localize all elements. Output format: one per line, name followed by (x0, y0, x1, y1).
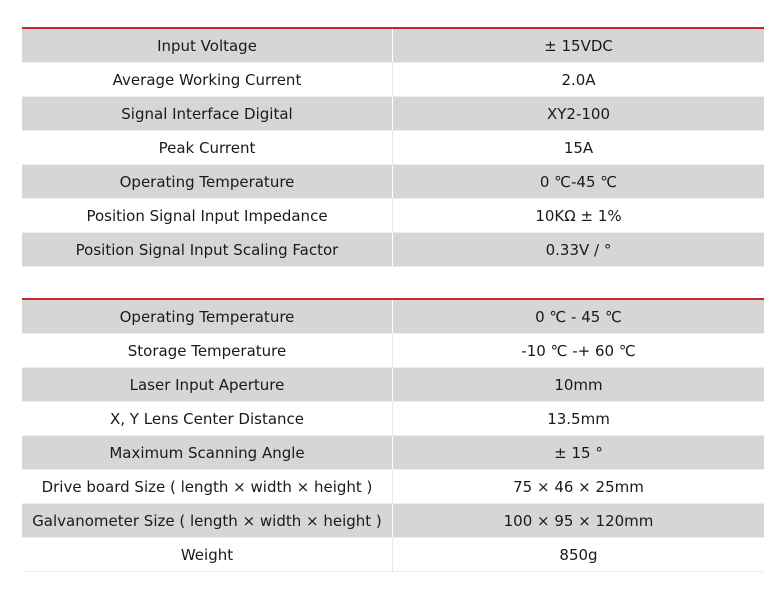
table-row: Laser Input Aperture 10mm (22, 367, 764, 402)
spec-label: Peak Current (22, 130, 393, 165)
table-row: Input Voltage ± 15VDC (22, 28, 764, 63)
spec-label: Weight (22, 537, 393, 572)
table-row: Average Working Current 2.0A (22, 62, 764, 97)
spec-value: 850g (392, 537, 764, 572)
table-row: Operating Temperature 0 ℃ - 45 ℃ (22, 299, 764, 334)
table-row: Weight 850g (22, 537, 764, 572)
spec-label: Laser Input Aperture (22, 367, 393, 402)
spec-value: ± 15VDC (392, 28, 764, 63)
spec-value: 0 ℃ - 45 ℃ (392, 299, 764, 334)
table-row: Signal Interface Digital XY2-100 (22, 96, 764, 131)
table-row: Storage Temperature -10 ℃ -+ 60 ℃ (22, 333, 764, 368)
spec-label: Signal Interface Digital (22, 96, 393, 131)
spec-value: ± 15 ° (392, 435, 764, 470)
spec-label: Storage Temperature (22, 333, 393, 368)
spec-value: XY2-100 (392, 96, 764, 131)
spec-label: Average Working Current (22, 62, 393, 97)
spec-value: 75 × 46 × 25mm (392, 469, 764, 504)
spec-value: 2.0A (392, 62, 764, 97)
electrical-spec-table: Input Voltage ± 15VDC Average Working Cu… (22, 27, 764, 267)
table-row: Maximum Scanning Angle ± 15 ° (22, 435, 764, 470)
spec-value: 0 ℃-45 ℃ (392, 164, 764, 199)
spec-value: -10 ℃ -+ 60 ℃ (392, 333, 764, 368)
table-row: Drive board Size ( length × width × heig… (22, 469, 764, 504)
physical-spec-table: Operating Temperature 0 ℃ - 45 ℃ Storage… (22, 298, 764, 572)
spec-value: 10KΩ ± 1% (392, 198, 764, 233)
spec-value: 15A (392, 130, 764, 165)
table-row: Operating Temperature 0 ℃-45 ℃ (22, 164, 764, 199)
spec-label: Maximum Scanning Angle (22, 435, 393, 470)
spec-label: Operating Temperature (22, 299, 393, 334)
table-row: X, Y Lens Center Distance 13.5mm (22, 401, 764, 436)
table-row: Galvanometer Size ( length × width × hei… (22, 503, 764, 538)
spec-label: Position Signal Input Scaling Factor (22, 232, 393, 267)
table-row: Position Signal Input Scaling Factor 0.3… (22, 232, 764, 267)
spec-label: Operating Temperature (22, 164, 393, 199)
spec-value: 100 × 95 × 120mm (392, 503, 764, 538)
spec-label: Drive board Size ( length × width × heig… (22, 469, 393, 504)
spec-value: 13.5mm (392, 401, 764, 436)
spec-label: Input Voltage (22, 28, 393, 63)
spec-label: Position Signal Input Impedance (22, 198, 393, 233)
spec-label: X, Y Lens Center Distance (22, 401, 393, 436)
table-row: Position Signal Input Impedance 10KΩ ± 1… (22, 198, 764, 233)
spec-value: 0.33V / ° (392, 232, 764, 267)
table-row: Peak Current 15A (22, 130, 764, 165)
spec-label: Galvanometer Size ( length × width × hei… (22, 503, 393, 538)
spec-value: 10mm (392, 367, 764, 402)
